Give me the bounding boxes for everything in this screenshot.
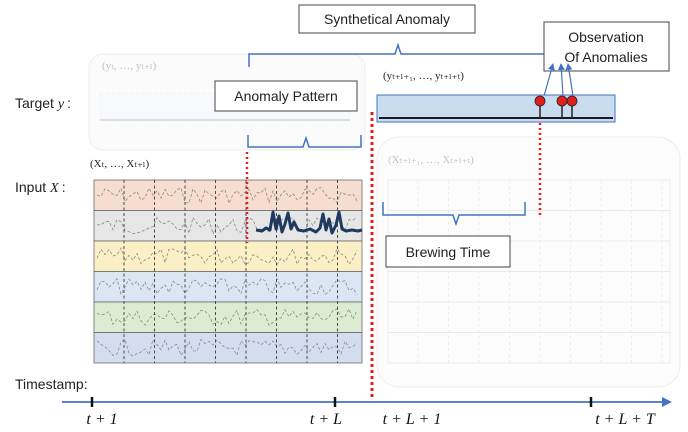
- synthetical-anomaly-box: [298, 4, 476, 34]
- brewing-time-label: Brewing Time: [406, 244, 491, 260]
- anomaly-pattern-label: Anomaly Pattern: [234, 88, 338, 104]
- anomaly-marker: [556, 95, 568, 107]
- input-future-panel: [376, 136, 681, 388]
- timestamp-label: Timestamp:: [15, 376, 88, 392]
- input-x-label: Input X:: [15, 179, 66, 196]
- future-band: [387, 210, 671, 242]
- input-band: [93, 301, 363, 333]
- input-series-line: [96, 277, 358, 296]
- input-series-line: [96, 338, 358, 357]
- tick-label-t-plus-L-plus-1: t + L + 1: [383, 411, 442, 428]
- anomaly-marker: [534, 95, 546, 107]
- observation-arrows: [543, 63, 574, 97]
- input-past-grid: [93, 179, 363, 364]
- anomaly-marker: [566, 95, 578, 107]
- brewing-time-box: [385, 235, 511, 268]
- future-band: [387, 301, 671, 333]
- future-band: [387, 271, 671, 303]
- observation-box: [543, 21, 670, 72]
- target-past-sequence-label: (yₜ, …, yₜ₊ₗ): [102, 60, 157, 72]
- future-band: [387, 332, 671, 364]
- input-series-line: [96, 216, 358, 236]
- synthetical-anomaly-label: Synthetical Anomaly: [324, 11, 450, 27]
- timeline-ticks: [90, 397, 593, 407]
- future-band: [387, 179, 671, 211]
- anomaly-pattern-box: [214, 80, 358, 112]
- input-band: [93, 271, 363, 303]
- anomaly-pattern-brace: [247, 135, 362, 148]
- input-future-sequence-label: (Xₜ₊ₗ₊₁, …, Xₜ₊ₗ₊ₜ): [388, 154, 474, 166]
- input-band: [93, 240, 363, 272]
- input-series-line: [96, 187, 358, 205]
- input-series-line: [96, 247, 358, 266]
- observation-label-line2: Of Anomalies: [564, 49, 647, 65]
- input-series-line: [96, 307, 358, 326]
- input-band: [93, 210, 363, 242]
- tick-label-t-plus-L: t + L: [310, 411, 342, 428]
- input-past-sequence-label: (Xₜ, …, Xₜ₊ₗ): [90, 158, 149, 170]
- brewing-time-brace: [382, 202, 526, 227]
- tick-label-t-plus-L-plus-T: t + L + T: [595, 411, 656, 428]
- anomaly-signal: [255, 210, 363, 235]
- observation-label-line1: Observation: [568, 29, 643, 45]
- input-band: [93, 179, 363, 211]
- observation-markers: [534, 95, 578, 118]
- tick-label-t-plus-1: t + 1: [86, 411, 117, 428]
- target-future-sequence-label: (yₜ₊ₗ₊₁, …, yₜ₊ₗ₊ₜ): [383, 70, 464, 82]
- target-y-label: Target y:: [15, 95, 71, 112]
